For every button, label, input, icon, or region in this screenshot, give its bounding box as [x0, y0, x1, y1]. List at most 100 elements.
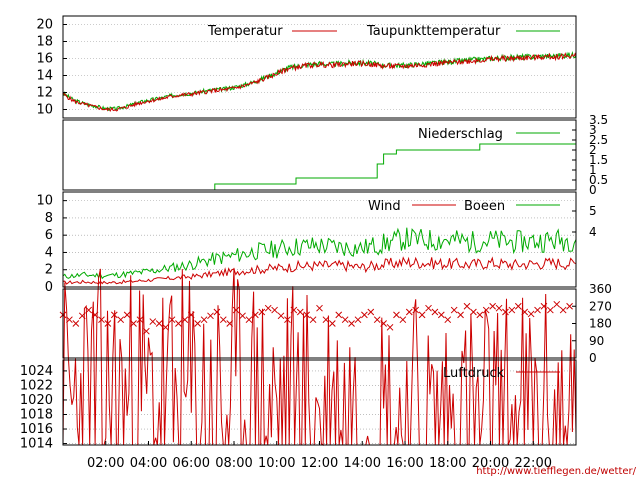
y2-tick-label: 0.5 — [589, 173, 608, 187]
wind-direction-marker — [348, 320, 355, 327]
legend-taupunkttemperatur: Taupunkttemperatur — [366, 24, 501, 39]
y-tick-label: 10 — [36, 194, 53, 209]
y2-tick-label: 5 — [589, 204, 597, 218]
series-line-luftdruck — [62, 267, 577, 446]
wind-direction-marker — [514, 302, 522, 310]
data-layer — [59, 51, 577, 446]
x-tick-label: 12:00 — [301, 456, 338, 471]
legend-luftdruck: Luftdruck — [443, 366, 505, 381]
wind-direction-marker — [271, 306, 278, 314]
y2-tick-label: 360 — [589, 282, 612, 296]
wind-direction-marker — [399, 316, 407, 324]
series-line-wind — [62, 256, 577, 285]
wind-direction-marker — [354, 316, 362, 324]
x-tick-label: 18:00 — [429, 456, 466, 471]
wind-direction-marker — [476, 311, 484, 319]
wind-direction-marker — [98, 316, 105, 324]
wind-direction-marker — [194, 320, 202, 327]
y2-tick-label: 2 — [589, 143, 597, 157]
wind-direction-marker — [437, 311, 445, 319]
wind-direction-marker — [373, 316, 381, 324]
wind-direction-marker — [309, 316, 317, 324]
wind-direction-marker — [534, 306, 541, 314]
wind-direction-marker — [553, 300, 561, 308]
y-tick-label: 14 — [36, 69, 53, 84]
y2-tick-label: 270 — [589, 299, 612, 313]
y-tick-label: 2 — [45, 263, 53, 278]
y-tick-label: 4 — [45, 245, 53, 260]
wind-direction-marker — [431, 308, 439, 316]
wind-direction-marker — [155, 320, 163, 327]
wind-direction-marker — [546, 306, 554, 314]
wind-direction-marker — [457, 311, 464, 319]
wind-direction-marker — [361, 311, 368, 319]
source-url: http://www.tiefflegen.de/wetter/ — [476, 466, 636, 477]
y-tick-label: 18 — [36, 35, 53, 50]
y-tick-label: 1014 — [20, 437, 53, 452]
y-tick-label: 16 — [36, 52, 53, 67]
wind-direction-marker — [258, 308, 266, 316]
wind-direction-marker — [335, 311, 343, 319]
y2-tick-label: 2.5 — [589, 133, 608, 147]
y2-tick-label: 4 — [589, 225, 597, 239]
legend-niederschlag: Niederschlag — [418, 127, 503, 142]
y-tick-label: 1016 — [20, 422, 53, 437]
tick-layer: 10121416182000.511.522.533.5024681045090… — [20, 18, 612, 472]
wind-direction-marker — [72, 320, 80, 327]
x-tick-label: 22:00 — [515, 456, 552, 471]
y-tick-label: 8 — [45, 211, 53, 226]
wind-direction-marker — [328, 320, 336, 327]
wind-direction-marker — [393, 311, 400, 319]
y2-tick-label: 1.5 — [589, 153, 608, 167]
x-tick-label: 10:00 — [258, 456, 295, 471]
wind-direction-marker — [277, 312, 285, 320]
x-tick-label: 04:00 — [130, 456, 167, 471]
wind-direction-marker — [232, 306, 240, 314]
y2-tick-label: 3 — [589, 123, 597, 137]
x-tick-label: 02:00 — [87, 456, 124, 471]
wind-direction-marker — [341, 316, 349, 324]
wind-direction-marker — [175, 320, 182, 327]
wind-direction-marker — [508, 306, 516, 314]
y2-tick-label: 0 — [589, 351, 597, 365]
panel-frame — [62, 119, 577, 191]
wind-direction-marker — [489, 302, 496, 310]
series-line-temperatur — [62, 52, 577, 112]
wind-direction-marker — [559, 306, 567, 314]
panel-frame — [62, 191, 577, 288]
y-tick-label: 6 — [45, 228, 53, 243]
y2-tick-label: 3.5 — [589, 113, 608, 127]
y-tick-label: 10 — [36, 103, 53, 118]
y2-tick-label: 0 — [589, 183, 597, 197]
x-tick-label: 14:00 — [344, 456, 381, 471]
wind-direction-marker — [450, 306, 458, 314]
wind-direction-marker — [482, 306, 490, 314]
y-tick-label: 1024 — [20, 364, 53, 379]
wind-direction-marker — [264, 304, 272, 312]
y-tick-label: 20 — [36, 18, 53, 33]
wind-direction-marker — [527, 310, 535, 318]
wind-direction-marker — [200, 316, 208, 324]
y-tick-label: 1018 — [20, 407, 53, 422]
wind-direction-marker — [386, 323, 394, 331]
panel-frame — [62, 15, 577, 119]
wind-direction-marker — [296, 308, 304, 316]
wind-direction-marker — [149, 318, 157, 325]
y2-tick-label: 1 — [589, 163, 597, 177]
wind-direction-marker — [117, 316, 125, 324]
wind-direction-marker — [566, 302, 573, 310]
series-line-boeen — [62, 227, 577, 280]
wind-direction-marker — [245, 316, 253, 324]
legend-wind: Wind — [368, 199, 401, 214]
wind-direction-marker — [239, 312, 246, 320]
wind-direction-marker — [425, 304, 432, 312]
wind-direction-marker — [502, 308, 509, 316]
x-tick-label: 08:00 — [215, 456, 252, 471]
legend-temperatur: Temperatur — [207, 24, 283, 39]
wind-direction-marker — [444, 316, 452, 324]
legend-boeen: Boeen — [464, 199, 505, 214]
wind-direction-marker — [367, 308, 375, 316]
wind-direction-marker — [405, 308, 413, 316]
y-tick-label: 12 — [36, 86, 53, 101]
y-tick-label: 1020 — [20, 393, 53, 408]
